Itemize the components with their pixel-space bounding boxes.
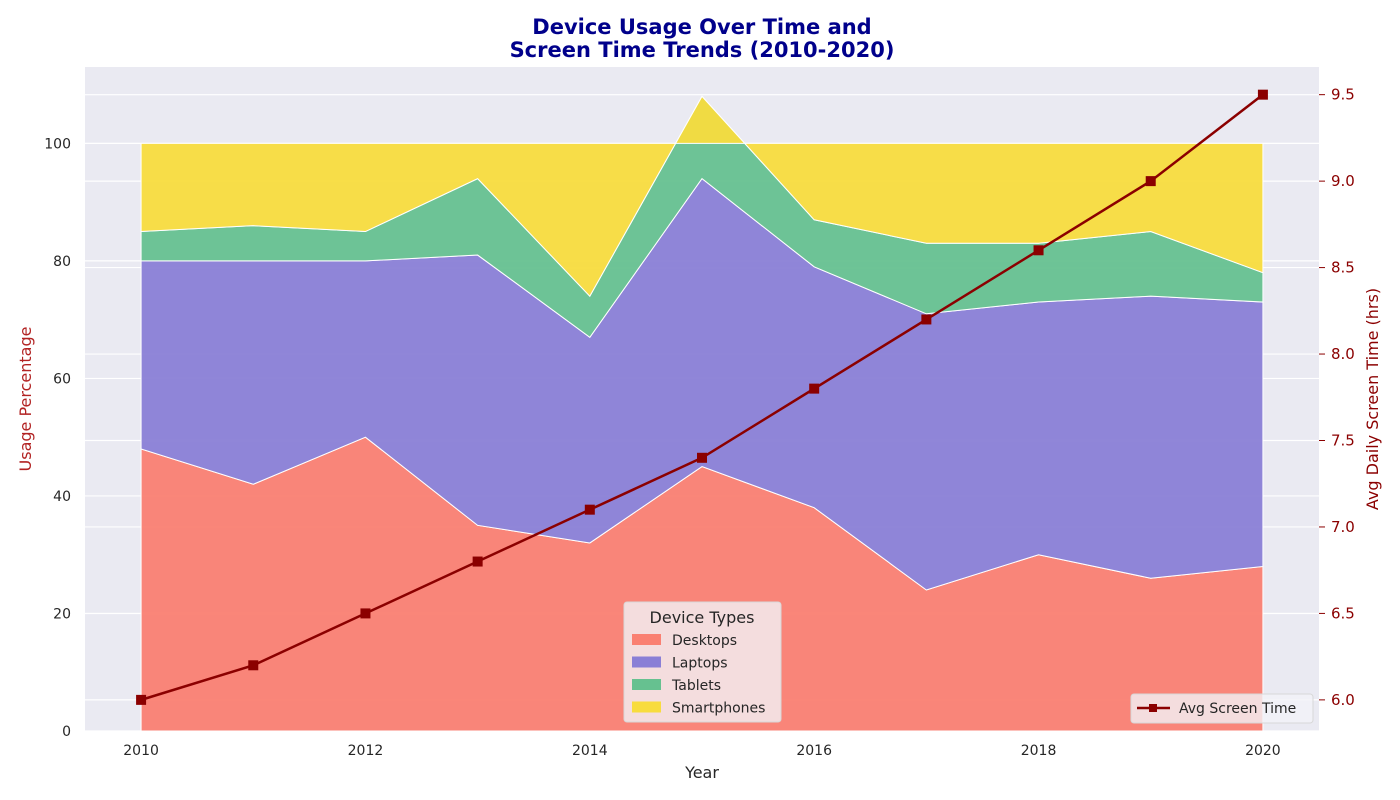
line-marker [1145, 176, 1156, 187]
legend-line-box [1130, 693, 1314, 724]
y-tick-label-right: 9.0 [1331, 172, 1355, 190]
chart-title-line-1: Device Usage Over Time and [532, 15, 871, 39]
legend-device-types: Device Types Desktops Laptops Tablets Smart… [623, 601, 782, 723]
chart-title-line-2: Screen Time Trends (2010-2020) [510, 38, 895, 62]
legend-swatch-desktops [632, 634, 661, 645]
screen-time-line [136, 89, 1268, 705]
y-ticks-left: 0 20 40 60 80 100 [44, 136, 71, 740]
legend-swatch-smartphones [632, 701, 661, 713]
legend-line-label: Avg Screen Time [1179, 701, 1296, 717]
legend-label-desktops: Desktops [672, 633, 737, 649]
x-tick-label: 2014 [572, 743, 608, 759]
y-tick-label-left: 60 [53, 371, 71, 387]
y-tick-label-left: 20 [53, 606, 71, 622]
y-tick-label-right: 8.0 [1331, 345, 1355, 363]
y-tick-label-right: 8.5 [1331, 259, 1355, 277]
legend-box [623, 601, 782, 723]
legend-line-marker [1149, 704, 1157, 712]
line-marker [1033, 245, 1044, 256]
y-tick-label-left: 100 [44, 136, 71, 152]
x-tick-label: 2010 [123, 743, 159, 759]
line-marker [360, 608, 371, 619]
y-ticks-right: 6.0 6.5 7.0 7.5 8.0 8.5 9.0 9.5 [1319, 86, 1355, 709]
y-tick-label-left: 80 [53, 254, 71, 270]
x-tick-label: 2020 [1245, 743, 1281, 759]
legend-label-smartphones: Smartphones [672, 701, 765, 717]
x-tick-label: 2018 [1021, 743, 1057, 759]
x-axis-label: Year [684, 763, 719, 782]
y-axis-label-right: Avg Daily Screen Time (hrs) [1363, 288, 1382, 510]
y-tick-label-right: 7.0 [1331, 518, 1355, 536]
legend-screen-time: Avg Screen Time [1130, 693, 1314, 724]
y-tick-label-right: 6.5 [1331, 604, 1355, 622]
stacked-areas [140, 95, 1264, 732]
line-marker [697, 452, 707, 463]
line-marker [584, 504, 595, 515]
line-marker [136, 694, 147, 705]
legend-title: Device Types [650, 608, 755, 627]
line-marker [248, 660, 259, 671]
legend-swatch-tablets [632, 679, 661, 690]
y-tick-label-right: 6.0 [1331, 691, 1355, 709]
y-axis-label-left: Usage Percentage [16, 327, 35, 472]
y-tick-label-right: 7.5 [1331, 432, 1355, 450]
legend-swatch-laptops [632, 656, 661, 668]
y-tick-label-right: 9.5 [1331, 86, 1355, 104]
x-ticks: 2010 2012 2014 2016 2018 2020 [123, 743, 1280, 759]
line-marker [472, 556, 483, 567]
y-tick-label-left: 40 [53, 489, 71, 505]
area-smartphones [140, 95, 1264, 298]
line-marker [809, 383, 820, 394]
y-tick-label-left: 0 [62, 724, 71, 740]
x-tick-label: 2016 [796, 743, 832, 759]
line-marker [1257, 89, 1268, 100]
x-tick-label: 2012 [348, 743, 384, 759]
legend-label-laptops: Laptops [672, 656, 728, 672]
legend-label-tablets: Tablets [671, 678, 721, 694]
line-marker [921, 314, 932, 325]
